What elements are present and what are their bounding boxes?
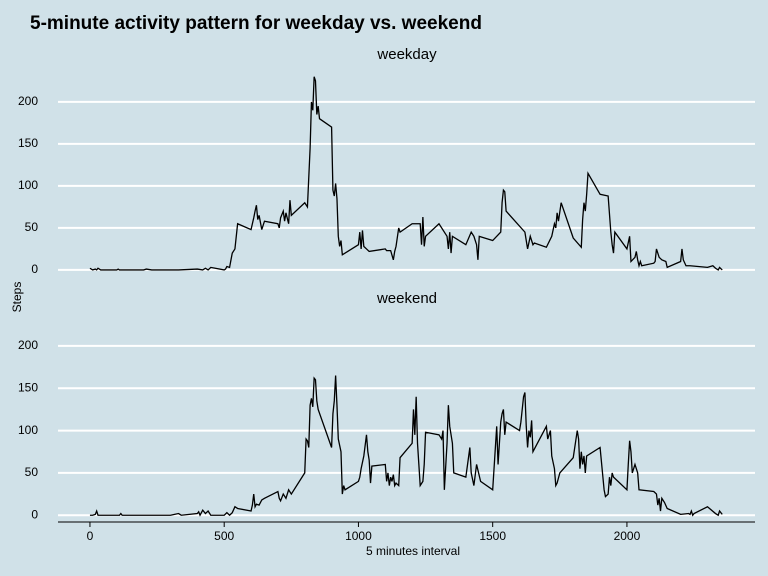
y-tick-label: 200	[18, 338, 38, 352]
x-tick-label: 2000	[614, 529, 641, 543]
x-tick-label: 1500	[479, 529, 506, 543]
y-tick-label: 50	[25, 465, 39, 479]
data-line	[89, 76, 723, 271]
y-tick-label: 200	[18, 94, 38, 108]
y-tick-label: 0	[31, 262, 38, 276]
y-tick-label: 100	[18, 178, 38, 192]
chart-title: 5-minute activity pattern for weekday vs…	[30, 13, 482, 34]
x-tick-label: 500	[214, 529, 234, 543]
data-line	[89, 375, 723, 517]
x-tick-label: 0	[87, 529, 94, 543]
y-tick-label: 0	[31, 507, 38, 521]
y-axis-label: Steps	[10, 282, 24, 313]
y-tick-label: 150	[18, 380, 38, 394]
y-tick-label: 50	[25, 220, 39, 234]
strip-label: weekday	[376, 46, 437, 63]
x-axis-label: 5 minutes interval	[366, 544, 460, 558]
x-tick-label: 1000	[345, 529, 372, 543]
y-tick-label: 150	[18, 136, 38, 150]
y-tick-label: 100	[18, 423, 38, 437]
strip-label: weekend	[376, 290, 437, 307]
